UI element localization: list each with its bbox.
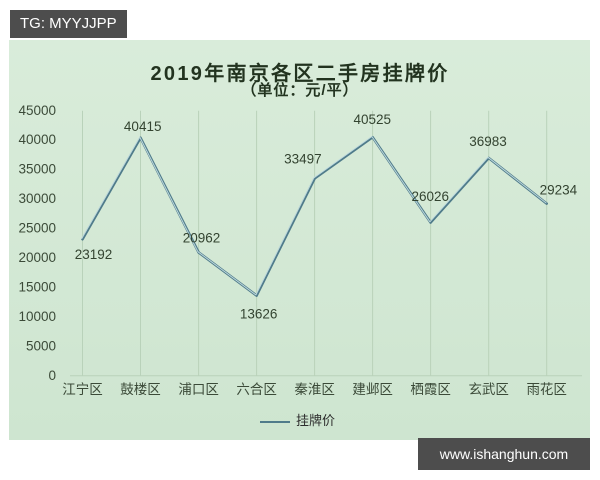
- svg-text:40415: 40415: [124, 119, 162, 134]
- svg-text:13626: 13626: [240, 306, 278, 321]
- svg-text:玄武区: 玄武区: [468, 381, 509, 395]
- svg-text:10000: 10000: [18, 309, 56, 324]
- svg-text:40525: 40525: [354, 112, 392, 127]
- svg-text:0: 0: [48, 368, 56, 383]
- svg-text:25000: 25000: [18, 221, 56, 236]
- svg-text:33497: 33497: [284, 151, 322, 166]
- svg-text:26026: 26026: [412, 189, 450, 204]
- svg-text:36983: 36983: [469, 134, 507, 149]
- svg-text:鼓楼区: 鼓楼区: [120, 382, 161, 395]
- svg-text:秦淮区: 秦淮区: [294, 382, 335, 395]
- svg-text:5000: 5000: [26, 338, 56, 353]
- svg-text:29234: 29234: [540, 183, 578, 198]
- svg-text:30000: 30000: [18, 191, 56, 206]
- svg-text:江宁区: 江宁区: [62, 381, 103, 395]
- svg-text:建邺区: 建邺区: [352, 382, 393, 395]
- svg-text:15000: 15000: [18, 280, 56, 295]
- svg-text:浦口区: 浦口区: [178, 382, 219, 395]
- svg-text:40000: 40000: [18, 132, 56, 147]
- svg-text:20000: 20000: [18, 250, 56, 265]
- svg-text:45000: 45000: [18, 103, 56, 118]
- svg-text:20962: 20962: [183, 230, 221, 245]
- svg-text:35000: 35000: [18, 162, 56, 177]
- svg-text:雨花区: 雨花区: [526, 382, 567, 395]
- svg-text:23192: 23192: [75, 247, 113, 262]
- svg-text:六合区: 六合区: [236, 382, 277, 395]
- svg-text:栖霞区: 栖霞区: [410, 382, 451, 395]
